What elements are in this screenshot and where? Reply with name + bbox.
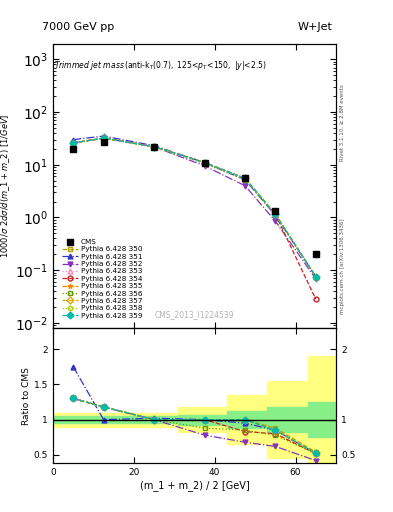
Pythia 6.428 350 [314, 273, 318, 280]
Pythia 6.428 358 [243, 176, 248, 182]
Text: CMS_2013_I1224539: CMS_2013_I1224539 [155, 310, 234, 319]
Legend: CMS, Pythia 6.428 350, Pythia 6.428 351, Pythia 6.428 352, Pythia 6.428 353, Pyt: CMS, Pythia 6.428 350, Pythia 6.428 351,… [62, 239, 143, 318]
Text: Trimmed jet mass$\,({\rm anti\text{-}k_T}(0.7),\ 125\!<\!p_T\!<\!150,\ |y|\!<\!2: Trimmed jet mass$\,({\rm anti\text{-}k_T… [54, 59, 267, 72]
Pythia 6.428 359 [314, 273, 318, 280]
Pythia 6.428 354 [152, 144, 156, 150]
Pythia 6.428 351 [273, 212, 278, 218]
Pythia 6.428 353 [314, 273, 318, 280]
Line: Pythia 6.428 357: Pythia 6.428 357 [71, 136, 318, 279]
Pythia 6.428 358 [71, 140, 75, 146]
Pythia 6.428 355 [152, 144, 156, 150]
Pythia 6.428 351 [202, 160, 207, 166]
Line: Pythia 6.428 358: Pythia 6.428 358 [71, 136, 318, 279]
Pythia 6.428 357 [101, 135, 106, 141]
Pythia 6.428 356 [314, 273, 318, 280]
Pythia 6.428 358 [314, 273, 318, 280]
Pythia 6.428 356 [243, 177, 248, 183]
Pythia 6.428 353 [71, 140, 75, 146]
Text: 7000 GeV pp: 7000 GeV pp [42, 22, 115, 32]
Y-axis label: $1000/\sigma\ 2d\sigma/d(m\_1 + m\_2)\ [1/GeV]$: $1000/\sigma\ 2d\sigma/d(m\_1 + m\_2)\ [… [0, 114, 12, 258]
Pythia 6.428 351 [243, 177, 248, 183]
Line: Pythia 6.428 355: Pythia 6.428 355 [71, 136, 318, 279]
Pythia 6.428 357 [314, 273, 318, 280]
Line: Pythia 6.428 359: Pythia 6.428 359 [71, 136, 318, 279]
Pythia 6.428 359 [101, 135, 106, 141]
Pythia 6.428 358 [152, 144, 156, 150]
Pythia 6.428 351 [314, 273, 318, 280]
Line: Pythia 6.428 351: Pythia 6.428 351 [71, 134, 318, 279]
Pythia 6.428 353 [273, 211, 278, 217]
Pythia 6.428 352 [273, 218, 278, 224]
Pythia 6.428 355 [202, 160, 207, 166]
Pythia 6.428 357 [71, 140, 75, 146]
Pythia 6.428 350 [243, 176, 248, 182]
Pythia 6.428 350 [152, 144, 156, 150]
Pythia 6.428 352 [101, 135, 106, 141]
Pythia 6.428 359 [273, 211, 278, 217]
Pythia 6.428 355 [314, 273, 318, 280]
Pythia 6.428 357 [202, 160, 207, 166]
Y-axis label: Ratio to CMS: Ratio to CMS [22, 367, 31, 424]
Pythia 6.428 353 [202, 160, 207, 166]
Pythia 6.428 357 [152, 144, 156, 150]
Pythia 6.428 359 [71, 140, 75, 146]
Line: Pythia 6.428 354: Pythia 6.428 354 [71, 136, 318, 302]
Pythia 6.428 356 [273, 212, 278, 218]
Pythia 6.428 354 [101, 135, 106, 141]
Pythia 6.428 352 [202, 163, 207, 169]
Pythia 6.428 359 [202, 160, 207, 166]
Pythia 6.428 358 [273, 211, 278, 217]
Pythia 6.428 354 [273, 211, 278, 217]
Pythia 6.428 350 [101, 135, 106, 141]
Pythia 6.428 358 [202, 160, 207, 166]
Pythia 6.428 355 [273, 211, 278, 217]
Line: Pythia 6.428 356: Pythia 6.428 356 [71, 136, 318, 279]
Pythia 6.428 351 [101, 133, 106, 139]
Pythia 6.428 354 [71, 140, 75, 146]
Pythia 6.428 352 [152, 144, 156, 150]
Pythia 6.428 355 [71, 140, 75, 146]
Pythia 6.428 354 [243, 176, 248, 182]
Pythia 6.428 356 [152, 144, 156, 150]
Pythia 6.428 355 [101, 135, 106, 141]
Text: W+Jet: W+Jet [297, 22, 332, 32]
Pythia 6.428 351 [152, 143, 156, 149]
Text: Rivet 3.1.10, ≥ 2.8M events: Rivet 3.1.10, ≥ 2.8M events [340, 84, 345, 161]
Line: Pythia 6.428 352: Pythia 6.428 352 [71, 136, 318, 282]
Pythia 6.428 355 [243, 176, 248, 182]
Line: Pythia 6.428 353: Pythia 6.428 353 [71, 136, 318, 279]
Pythia 6.428 356 [101, 135, 106, 141]
Pythia 6.428 351 [71, 137, 75, 143]
Line: Pythia 6.428 350: Pythia 6.428 350 [71, 136, 318, 279]
Pythia 6.428 359 [243, 176, 248, 182]
Pythia 6.428 350 [71, 140, 75, 146]
Pythia 6.428 356 [202, 161, 207, 167]
Pythia 6.428 350 [202, 160, 207, 166]
Pythia 6.428 353 [101, 135, 106, 141]
Pythia 6.428 356 [71, 140, 75, 146]
Pythia 6.428 359 [152, 144, 156, 150]
Pythia 6.428 353 [243, 176, 248, 182]
Pythia 6.428 350 [273, 211, 278, 217]
Pythia 6.428 357 [243, 176, 248, 182]
Pythia 6.428 352 [71, 140, 75, 146]
Pythia 6.428 354 [202, 160, 207, 166]
Pythia 6.428 353 [152, 144, 156, 150]
X-axis label: (m_1 + m_2) / 2 [GeV]: (m_1 + m_2) / 2 [GeV] [140, 480, 250, 491]
Pythia 6.428 352 [243, 183, 248, 189]
Pythia 6.428 352 [314, 276, 318, 282]
Pythia 6.428 358 [101, 135, 106, 141]
Pythia 6.428 354 [314, 296, 318, 302]
Text: mcplots.cern.ch [arXiv:1306.3436]: mcplots.cern.ch [arXiv:1306.3436] [340, 219, 345, 314]
Pythia 6.428 357 [273, 211, 278, 217]
